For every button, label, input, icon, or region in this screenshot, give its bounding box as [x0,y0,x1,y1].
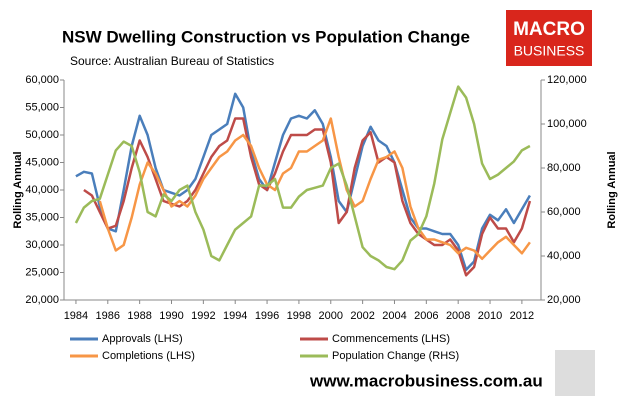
x-tick-label: 1984 [64,310,88,322]
x-tick-label: 1998 [287,310,311,322]
x-tick-label: 2002 [350,310,374,322]
series-line [75,92,531,272]
x-tick-label: 2012 [510,310,534,322]
x-tick-label: 1994 [223,310,247,322]
x-tick-label: 2008 [446,310,470,322]
logo-image [555,350,595,396]
x-tick-label: 2004 [382,310,406,322]
y-tick-label: 30,000 [25,239,59,251]
logo-text: MACRO [513,19,585,40]
y-tick-label: 50,000 [25,129,59,141]
x-tick-label: 2010 [478,310,502,322]
legend-label: Completions (LHS) [102,350,195,362]
series-line [83,117,532,277]
logo-text: BUSINESS [514,43,585,59]
legend-label: Commencements (LHS) [332,333,450,345]
x-tick-label: 1986 [96,310,120,322]
logo-box [506,10,592,66]
y2-tick-label: 20,000 [547,294,581,306]
y-tick-label: 60,000 [25,74,59,86]
legend-label: Population Change (RHS) [332,350,459,362]
y2-tick-label: 40,000 [547,250,581,262]
x-tick-label: 1996 [255,310,279,322]
series-line [74,85,531,271]
website: www.macrobusiness.com.au [309,371,543,390]
x-tick-label: 2000 [319,310,343,322]
y2-tick-label: 80,000 [547,162,581,174]
y-tick-label: 45,000 [25,156,59,168]
x-tick-label: 1988 [127,310,151,322]
series-line [98,117,531,261]
legend-label: Approvals (LHS) [102,333,183,345]
chart-title: NSW Dwelling Construction vs Population … [62,27,470,46]
y2-axis-label: Rolling Annual [606,151,618,228]
y2-tick-label: 60,000 [547,206,581,218]
y-tick-label: 40,000 [25,184,59,196]
y-tick-label: 35,000 [25,211,59,223]
chart-subtitle: Source: Australian Bureau of Statistics [70,54,274,68]
x-tick-label: 1990 [159,310,183,322]
y2-tick-label: 100,000 [547,118,587,130]
y-tick-label: 55,000 [25,101,59,113]
x-tick-label: 2006 [414,310,438,322]
x-tick-label: 1992 [191,310,215,322]
y-axis-label: Rolling Annual [12,151,24,228]
y2-tick-label: 120,000 [547,74,587,86]
y-tick-label: 20,000 [25,294,59,306]
y-tick-label: 25,000 [25,266,59,278]
